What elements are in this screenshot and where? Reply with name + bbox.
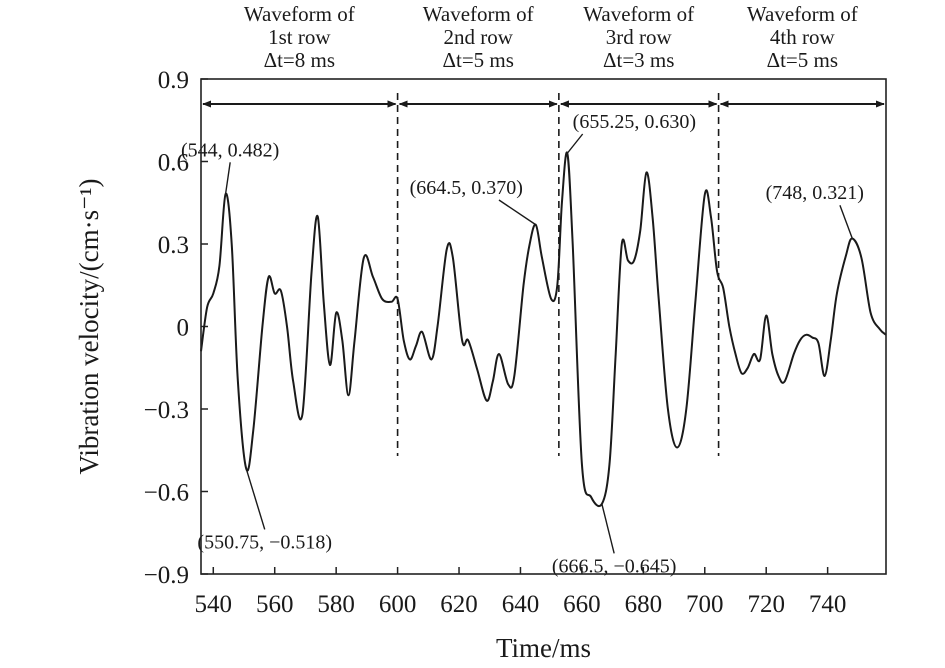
y-tick-label: −0.9 (144, 562, 189, 589)
x-tick-label: 720 (747, 591, 785, 618)
x-tick-label: 660 (563, 591, 601, 618)
segment-title-line3: Δt=8 ms (264, 48, 335, 72)
segment-title-line1: Waveform of (583, 2, 694, 26)
plot-frame (200, 78, 887, 575)
x-tick-label: 640 (502, 591, 540, 618)
annotation-leader-line (498, 199, 537, 226)
x-tick-label: 580 (317, 591, 355, 618)
annotation-leader-line (566, 133, 584, 154)
segment-title-line2: 2nd row (444, 25, 514, 49)
annotation-label: (666.5, −0.645) (552, 555, 677, 577)
annotation-leader-line (245, 468, 266, 530)
y-tick-label: −0.3 (144, 397, 189, 424)
annotation-label: (544, 0.482) (181, 139, 279, 161)
y-tick-label: −0.6 (144, 480, 189, 507)
y-axis-title: Vibration velocity/(cm·s⁻¹) (74, 179, 104, 475)
annotation-label: (550.75, −0.518) (197, 531, 332, 553)
segment-title-line2: 4th row (770, 25, 836, 49)
segment-title-line3: Δt=5 ms (767, 48, 838, 72)
x-tick-label: 620 (440, 591, 478, 618)
x-tick-label: 740 (809, 591, 847, 618)
annotation-label: (664.5, 0.370) (410, 177, 523, 199)
segment-title-line3: Δt=5 ms (442, 48, 513, 72)
segment-title-line2: 3rd row (606, 25, 673, 49)
x-tick-label: 560 (256, 591, 294, 618)
segment-title-line2: 1st row (268, 25, 331, 49)
x-tick-label: 600 (379, 591, 417, 618)
segment-title-line1: Waveform of (747, 2, 858, 26)
x-tick-label: 680 (625, 591, 663, 618)
y-tick-label: 0.6 (158, 150, 189, 177)
x-axis-title: Time/ms (496, 633, 591, 663)
series-line-vibration-velocity (200, 151, 887, 508)
annotation-leader-line (839, 204, 853, 239)
segment-title-line1: Waveform of (423, 2, 534, 26)
x-tick-label: 700 (686, 591, 724, 618)
annotation-label: (655.25, 0.630) (573, 111, 696, 133)
point-annotations: (544, 0.482) (550.75, −0.518) (664.5, 0.37… (181, 111, 864, 577)
axis-ticks: 540 560 580 600 620 640 660 680 700 720 740 0.9 0.6 0… (144, 67, 847, 618)
y-tick-label: 0.9 (158, 67, 189, 94)
annotation-leader-line (601, 503, 615, 554)
annotation-leader-line (224, 162, 231, 195)
segment-title-line1: Waveform of (244, 2, 355, 26)
x-tick-label: 540 (195, 591, 233, 618)
segment-title-line3: Δt=3 ms (603, 48, 674, 72)
y-tick-label: 0 (177, 315, 190, 342)
y-tick-label: 0.3 (158, 232, 189, 259)
annotation-label: (748, 0.321) (766, 182, 864, 204)
